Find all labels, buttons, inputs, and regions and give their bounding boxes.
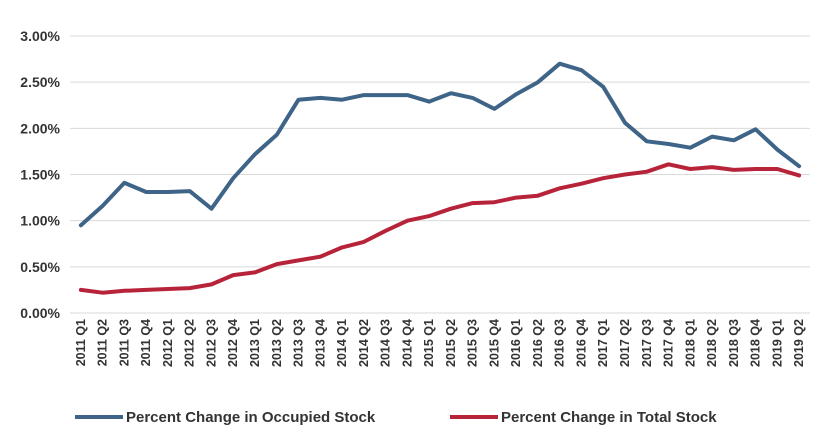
x-tick-label: 2017 Q1: [596, 319, 610, 367]
x-tick-label: 2016 Q3: [553, 319, 567, 367]
x-tick-label: 2014 Q2: [357, 319, 371, 367]
gridlines: [70, 35, 810, 314]
x-tick-label: 2018 Q3: [727, 319, 741, 367]
legend-label-1: Percent Change in Occupied Stock: [126, 409, 376, 426]
x-tick-label: 2013 Q2: [270, 319, 284, 367]
x-tick-label: 2018 Q2: [705, 319, 719, 367]
x-tick-label: 2014 Q1: [335, 319, 349, 367]
y-tick-label: 3.00%: [20, 28, 60, 44]
x-tick-label: 2013 Q4: [313, 319, 327, 367]
x-tick-label: 2013 Q3: [292, 319, 306, 367]
x-tick-label: 2015 Q2: [444, 319, 458, 367]
x-tick-label: 2017 Q3: [640, 319, 654, 367]
x-axis-ticks: 2011 Q1 2011 Q2 2011 Q3 2011 Q4 2012 Q1 2012 …: [74, 319, 806, 367]
x-tick-label: 2011 Q3: [117, 319, 131, 366]
x-tick-label: 2012 Q4: [226, 319, 240, 367]
x-tick-label: 2015 Q1: [422, 319, 436, 367]
y-tick-label: 1.50%: [20, 167, 60, 183]
x-tick-label: 2012 Q3: [204, 319, 218, 367]
x-tick-label: 2015 Q3: [466, 319, 480, 367]
x-tick-label: 2018 Q4: [749, 319, 763, 367]
series-line-2: [78, 162, 802, 295]
series-line-1: [78, 61, 802, 228]
legend-label-2: Percent Change in Total Stock: [501, 409, 717, 426]
x-tick-label: 2011 Q4: [139, 319, 153, 366]
x-tick-label: 2012 Q2: [183, 319, 197, 367]
x-tick-label: 2014 Q4: [400, 319, 414, 367]
y-tick-label: 0.00%: [20, 305, 60, 321]
x-tick-label: 2013 Q1: [248, 319, 262, 367]
x-tick-label: 2016 Q1: [509, 319, 523, 367]
y-tick-label: 1.00%: [20, 213, 60, 229]
x-tick-label: 2016 Q2: [531, 319, 545, 367]
x-tick-label: 2019 Q1: [770, 319, 784, 367]
x-tick-label: 2017 Q4: [662, 319, 676, 367]
x-tick-label: 2011 Q1: [74, 319, 88, 366]
y-tick-label: 2.00%: [20, 120, 60, 136]
x-tick-label: 2019 Q2: [792, 319, 806, 367]
legend: Percent Change in Occupied Stock Percent …: [75, 409, 717, 426]
x-tick-label: 2017 Q2: [618, 319, 632, 367]
x-tick-label: 2018 Q1: [683, 319, 697, 367]
x-tick-label: 2015 Q4: [487, 319, 501, 367]
y-tick-label: 2.50%: [20, 74, 60, 90]
y-tick-label: 0.50%: [20, 259, 60, 275]
x-tick-label: 2014 Q3: [379, 319, 393, 367]
series-lines: [78, 61, 802, 295]
x-tick-label: 2016 Q4: [574, 319, 588, 367]
x-tick-label: 2012 Q1: [161, 319, 175, 367]
y-axis-ticks: 0.00% 0.50% 1.00% 1.50% 2.00% 2.50% 3.00%: [20, 28, 60, 321]
x-tick-label: 2011 Q2: [96, 319, 110, 366]
